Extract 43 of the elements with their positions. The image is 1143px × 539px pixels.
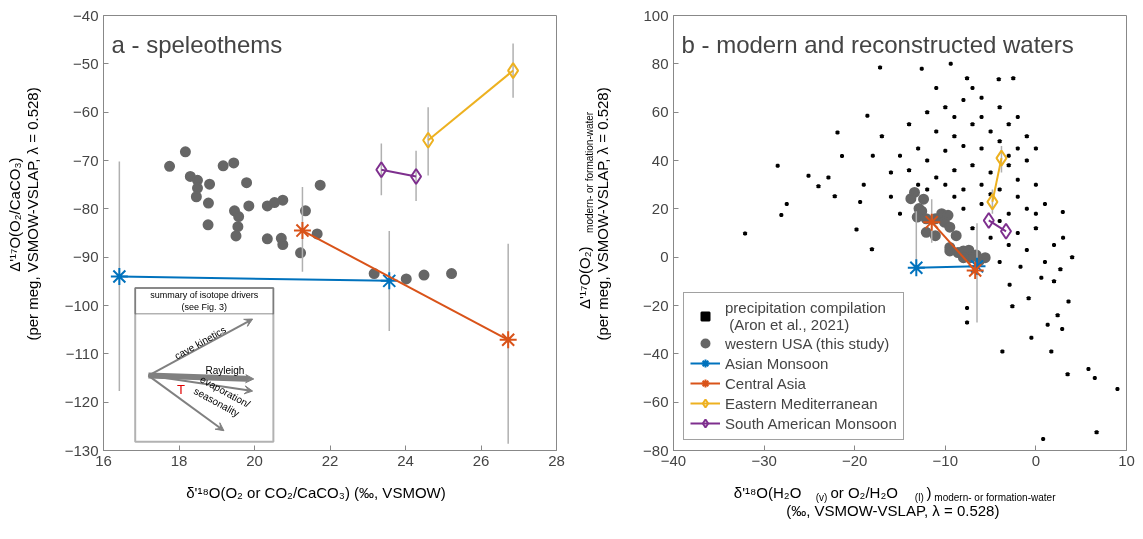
x-tick-label: 24 [397,451,414,469]
x-tick-label: 28 [548,451,565,469]
y-tick-label: −40 [73,6,99,24]
y-tick-label: 80 [651,54,669,72]
x-tick-label: −30 [751,451,777,469]
y-tick-label: 40 [651,151,669,169]
y-tick-label: −120 [64,393,99,411]
annotation: T [177,381,186,397]
y-tick-label: −40 [643,344,669,362]
x-tick-label: −20 [841,451,868,469]
legend-label: western USA (this study) [725,334,890,352]
x-tick-label: −10 [932,451,959,469]
x-tick-label: 20 [246,451,263,469]
y-tick-label: −110 [65,344,99,362]
y-tick-label: −100 [64,296,99,314]
y-axis-title: Δ'¹⁷O(O₂/CaCO₃) (per meg, VSMOW-VSLAP, λ = 0.528) [6,87,41,341]
y-tick-label: −70 [73,151,99,169]
y-tick-label: 20 [651,199,669,217]
y-tick-label: 0 [660,248,669,266]
legend-label: precipitation compilation (Aron et al., 2021) [725,299,886,333]
legend-label: Asian Monsoon [725,354,829,372]
y-tick-label: 100 [643,6,669,24]
y-tick-label: −20 [643,296,669,314]
y-tick-label: −60 [643,393,669,411]
y-tick-label: −60 [73,103,99,121]
x-tick-label: 10 [1118,451,1135,469]
text: a - speleothems [111,30,283,58]
x-tick-label: 26 [472,451,490,469]
annotation: Rayleigh [205,364,245,376]
legend-label: Central Asia [725,374,806,392]
y-tick-label: −80 [73,199,99,217]
y-tick-label: 60 [651,103,669,121]
x-tick-label: 22 [321,451,339,469]
y-tick-label: −90 [73,248,99,266]
annotation: summary of isotope drivers (see Fig. 3) [150,289,259,312]
text: b - modern and reconstructed waters [681,30,1074,58]
x-axis-title: δ'¹⁸O(O₂ or CO₂/CaCO₃) (‰, VSMOW) [186,484,446,501]
legend-label: South American Monsoon [725,414,897,432]
legend-label: Eastern Mediterranean [725,394,878,412]
y-tick-label: −50 [73,54,99,72]
x-tick-label: 18 [170,451,188,469]
x-tick-label: 0 [1031,451,1041,469]
y-axis-title: Δ'¹⁷O(O₂)modern- or formation-water (per meg, VSMOW-VSLAP, λ = 0.528) [576,87,611,341]
